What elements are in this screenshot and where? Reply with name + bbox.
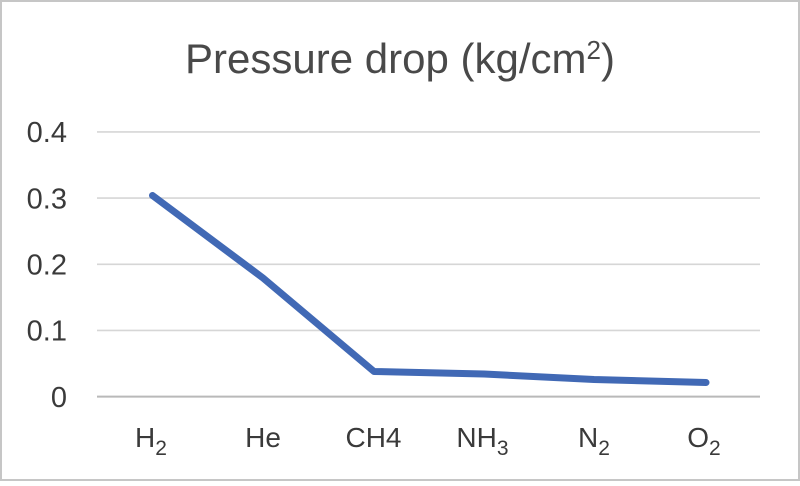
svg-text:0.1: 0.1 (27, 316, 67, 348)
svg-text:0.4: 0.4 (27, 117, 67, 149)
svg-text:He: He (245, 422, 281, 453)
svg-text:CH4: CH4 (345, 422, 401, 453)
svg-text:Pressure drop (kg/cm2): Pressure drop (kg/cm2) (185, 35, 615, 82)
svg-text:0.3: 0.3 (27, 183, 67, 215)
svg-text:0.2: 0.2 (27, 250, 67, 282)
svg-text:0: 0 (51, 382, 67, 414)
